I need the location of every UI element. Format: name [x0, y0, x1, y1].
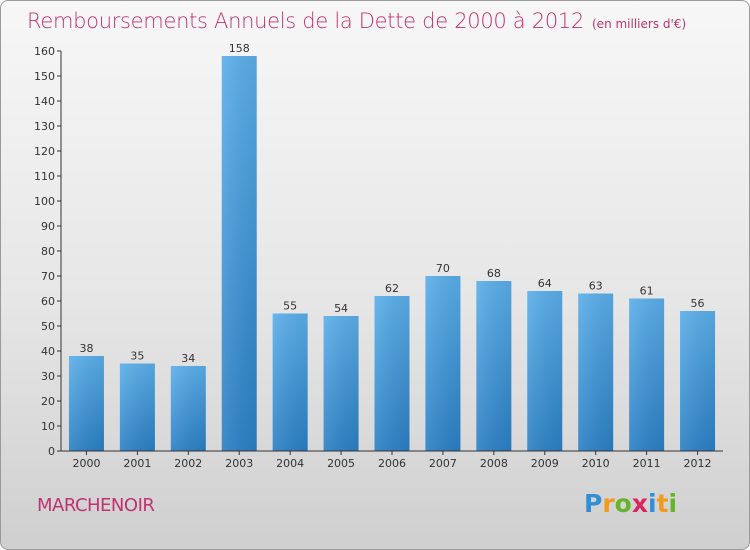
- logo-letter: r: [602, 489, 615, 518]
- chart-title: Remboursements Annuels de la Dette de 20…: [27, 9, 584, 33]
- y-tick-label: 40: [41, 345, 55, 358]
- chart-unit: (en milliers d'€): [592, 17, 687, 31]
- y-tick-label: 90: [41, 220, 55, 233]
- bar-value-label: 56: [691, 297, 705, 310]
- y-tick-label: 120: [34, 145, 55, 158]
- logo-letter: i: [648, 489, 657, 518]
- x-tick-label: 2000: [72, 457, 100, 470]
- x-tick-label: 2002: [174, 457, 202, 470]
- bar-value-label: 55: [283, 300, 297, 313]
- bar-value-label: 62: [385, 282, 399, 295]
- y-tick-label: 150: [34, 70, 55, 83]
- x-tick-label: 2007: [429, 457, 457, 470]
- bar-shade-2000: [68, 356, 104, 451]
- x-tick-label: 2004: [276, 457, 304, 470]
- bar-shade-2004: [272, 313, 308, 451]
- logo-letter: o: [614, 489, 632, 518]
- bar-value-label: 70: [436, 262, 450, 275]
- bar-value-label: 63: [589, 280, 603, 293]
- bar-value-label: 68: [487, 267, 501, 280]
- bar-shade-2010: [578, 293, 614, 451]
- proxiti-logo: Proxiti: [584, 489, 677, 518]
- y-tick-label: 10: [41, 420, 55, 433]
- x-tick-label: 2001: [123, 457, 151, 470]
- bar-shade-2006: [374, 296, 410, 451]
- x-tick-label: 2009: [531, 457, 559, 470]
- bars: 38 35 34 158 55 54 62 70 68 64 63 61 56: [68, 42, 716, 451]
- x-axis: 2000 2001 2002 2003 2004 2005 2006 2007 2008 2009…: [61, 450, 723, 470]
- bar-shade-2007: [425, 276, 461, 451]
- bar-shade-2012: [680, 311, 716, 451]
- x-tick-label: 2011: [633, 457, 661, 470]
- bar-value-label: 64: [538, 277, 552, 290]
- bar-shade-2001: [119, 363, 155, 451]
- x-tick-label: 2003: [225, 457, 253, 470]
- y-tick-label: 130: [34, 120, 55, 133]
- y-tick-label: 20: [41, 395, 55, 408]
- y-tick-label: 70: [41, 270, 55, 283]
- bar-value-label: 35: [130, 350, 144, 363]
- bar-shade-2011: [629, 298, 665, 451]
- x-tick-label: 2005: [327, 457, 355, 470]
- y-tick-label: 140: [34, 95, 55, 108]
- logo-letter: i: [668, 489, 678, 518]
- y-tick-label: 0: [48, 445, 55, 458]
- bar-value-label: 61: [640, 285, 654, 298]
- bar-value-label: 38: [79, 342, 93, 355]
- logo-letter: x: [631, 489, 648, 518]
- commune-name: MARCHENOIR: [37, 495, 155, 516]
- y-tick-label: 80: [41, 245, 55, 258]
- bar-value-label: 158: [229, 42, 250, 55]
- y-tick-label: 50: [41, 320, 55, 333]
- bar-value-label: 34: [181, 352, 195, 365]
- x-tick-label: 2010: [582, 457, 610, 470]
- bar-value-label: 54: [334, 302, 348, 315]
- y-tick-label: 110: [34, 170, 55, 183]
- y-tick-label: 60: [41, 295, 55, 308]
- bar-shade-2005: [323, 316, 359, 451]
- logo-letter: P: [584, 489, 603, 518]
- y-tick-label: 30: [41, 370, 55, 383]
- chart-title-row: Remboursements Annuels de la Dette de 20…: [27, 9, 686, 33]
- bar-shade-2003: [221, 56, 257, 451]
- x-tick-label: 2008: [480, 457, 508, 470]
- y-axis: 0 10 20 30 40 50 60 70 80 90 100 110 120 130 140 150 160: [34, 45, 62, 458]
- bar-shade-2009: [527, 291, 563, 451]
- bar-shade-2002: [170, 366, 206, 451]
- logo-letter: t: [656, 489, 669, 518]
- bar-shade-2008: [476, 281, 512, 451]
- y-tick-label: 100: [34, 195, 55, 208]
- x-tick-label: 2012: [684, 457, 712, 470]
- x-tick-label: 2006: [378, 457, 406, 470]
- y-tick-label: 160: [34, 45, 55, 58]
